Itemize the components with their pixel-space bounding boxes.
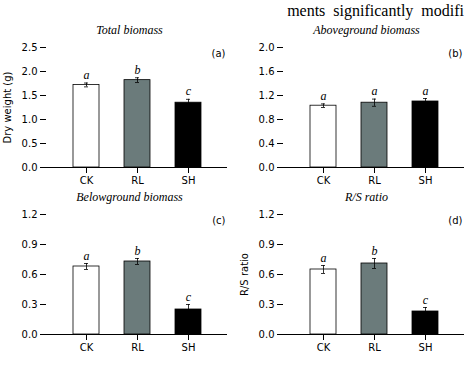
svg-text:0.0: 0.0 xyxy=(22,329,38,340)
svg-text:CK: CK xyxy=(317,175,331,186)
svg-text:a: a xyxy=(84,68,90,82)
svg-text:0.6: 0.6 xyxy=(22,269,38,280)
svg-text:(b): (b) xyxy=(448,48,462,59)
svg-text:0.8: 0.8 xyxy=(259,114,275,125)
svg-text:1.2: 1.2 xyxy=(22,209,38,220)
svg-text:1.2: 1.2 xyxy=(259,209,275,220)
svg-text:c: c xyxy=(423,293,429,307)
svg-text:(c): (c) xyxy=(212,215,225,226)
svg-text:RL: RL xyxy=(368,175,381,186)
svg-text:R/S ratio: R/S ratio xyxy=(239,253,250,296)
svg-text:Dry weight (g): Dry weight (g) xyxy=(2,71,13,143)
svg-text:SH: SH xyxy=(419,342,433,353)
svg-text:CK: CK xyxy=(80,175,94,186)
svg-text:a: a xyxy=(321,89,327,103)
svg-text:0.4: 0.4 xyxy=(259,138,275,149)
svg-text:CK: CK xyxy=(317,342,331,353)
svg-text:RL: RL xyxy=(368,342,381,353)
svg-text:0.3: 0.3 xyxy=(259,299,275,310)
html-text:Total biomass: Total biomass xyxy=(96,23,163,37)
svg-text:a: a xyxy=(423,84,429,98)
svg-text:0.3: 0.3 xyxy=(22,299,38,310)
svg-text:a: a xyxy=(84,249,90,263)
html-text:ments significantly modifi: ments significantly modifi xyxy=(287,2,464,19)
svg-text:0.9: 0.9 xyxy=(22,239,38,250)
svg-text:SH: SH xyxy=(419,175,433,186)
svg-text:SH: SH xyxy=(182,175,196,186)
svg-text:1.6: 1.6 xyxy=(259,66,275,77)
svg-text:0.5: 0.5 xyxy=(22,138,38,149)
svg-text:b: b xyxy=(135,244,141,258)
svg-text:1.5: 1.5 xyxy=(22,90,38,101)
html-text:Belowground biomass: Belowground biomass xyxy=(76,190,183,204)
svg-text:2.5: 2.5 xyxy=(22,42,38,53)
svg-text:1.0: 1.0 xyxy=(22,114,38,125)
svg-text:CK: CK xyxy=(80,342,94,353)
svg-text:a: a xyxy=(321,251,327,265)
html-text:Aboveground biomass: Aboveground biomass xyxy=(313,23,420,37)
svg-text:RL: RL xyxy=(131,342,144,353)
svg-text:(a): (a) xyxy=(212,48,226,59)
svg-text:a: a xyxy=(372,84,378,98)
svg-text:SH: SH xyxy=(182,342,196,353)
svg-text:0.0: 0.0 xyxy=(22,162,38,173)
html-text:R/S ratio: R/S ratio xyxy=(345,190,388,204)
svg-text:0.0: 0.0 xyxy=(259,162,275,173)
svg-text:2.0: 2.0 xyxy=(22,66,38,77)
svg-text:2.0: 2.0 xyxy=(259,42,275,53)
svg-text:b: b xyxy=(135,63,141,77)
svg-text:b: b xyxy=(372,244,378,258)
svg-text:RL: RL xyxy=(131,175,144,186)
svg-text:0.6: 0.6 xyxy=(259,269,275,280)
svg-text:(d): (d) xyxy=(448,215,462,226)
svg-text:0.9: 0.9 xyxy=(259,239,275,250)
svg-text:1.2: 1.2 xyxy=(259,90,275,101)
svg-text:0.0: 0.0 xyxy=(259,329,275,340)
svg-text:c: c xyxy=(186,84,192,98)
svg-text:c: c xyxy=(186,290,192,304)
